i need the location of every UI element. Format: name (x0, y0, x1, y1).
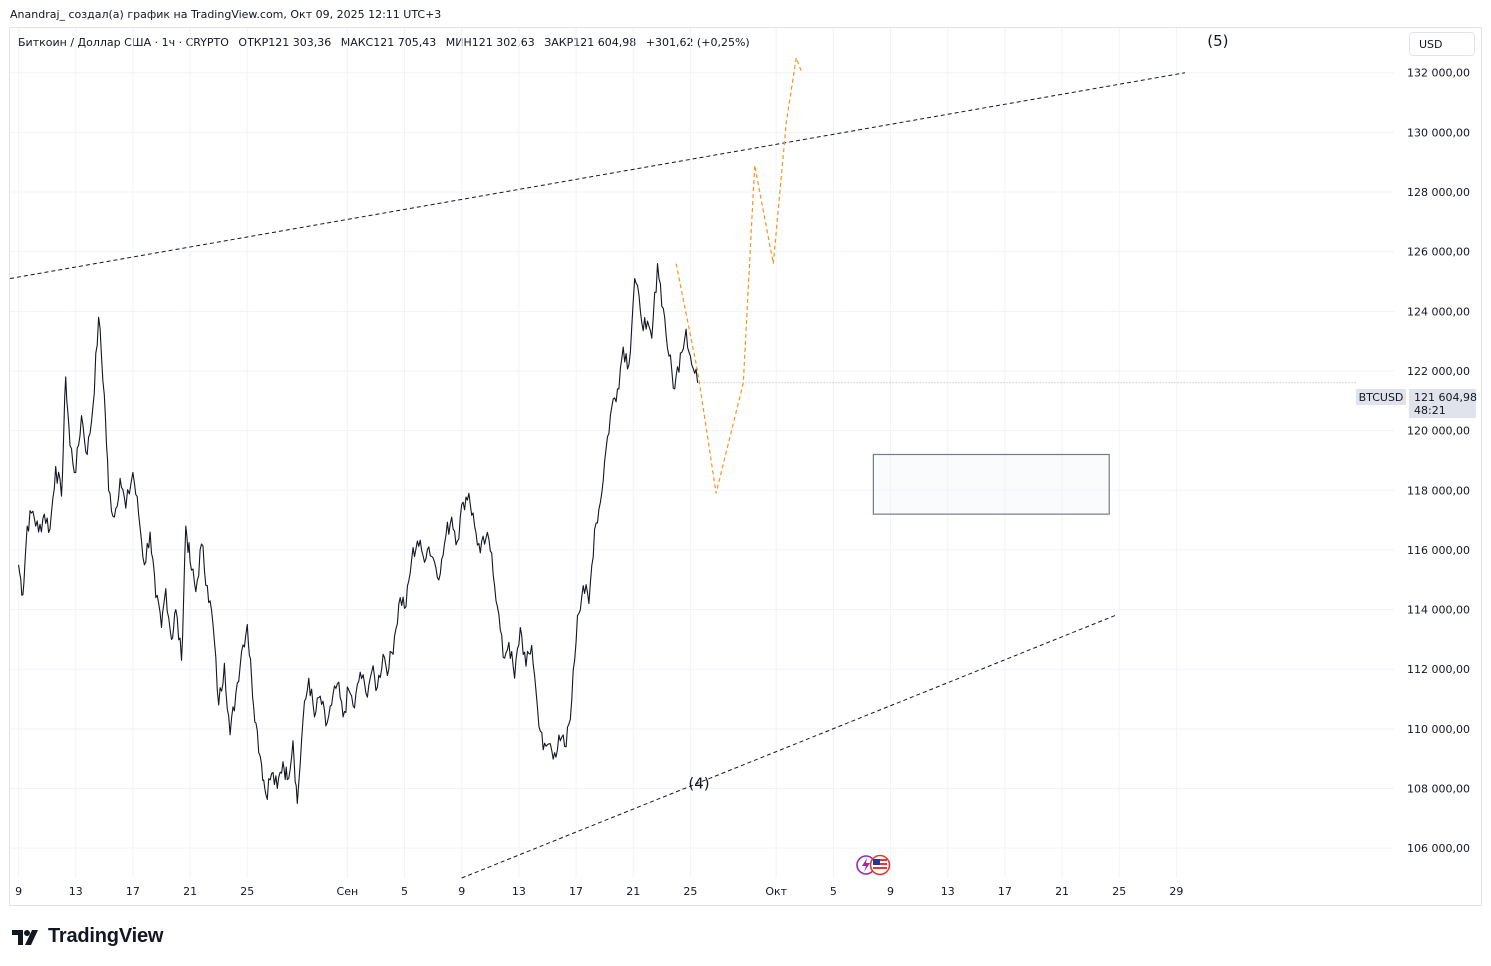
y-tick-label: 114 000,00 (1407, 604, 1470, 617)
btcusd-price-series[interactable] (18, 263, 699, 804)
y-tick-label: 128 000,00 (1407, 186, 1470, 199)
channel-upper-trendline[interactable] (9, 72, 1186, 280)
x-tick-label: 9 (15, 885, 22, 898)
x-tick-label: 25 (240, 885, 254, 898)
x-tick-label: 17 (126, 885, 140, 898)
price-tag: BTCUSD 121 604,98 48:21 (1356, 389, 1477, 418)
x-tick-label: 25 (683, 885, 697, 898)
price-axis[interactable]: 106 000,00 108 000,00 110 000,00 112 000,00… (1407, 67, 1470, 855)
channel-lower-trendline[interactable] (461, 615, 1116, 879)
price-tag-value: 121 604,98 (1414, 391, 1477, 404)
x-tick-label: 9 (458, 885, 465, 898)
price-tag-symbol-bg (1356, 389, 1406, 405)
y-tick-label: 122 000,00 (1407, 365, 1470, 378)
currency-button[interactable]: USD (1409, 32, 1475, 56)
x-tick-label: 17 (998, 885, 1012, 898)
x-tick-label: 13 (69, 885, 83, 898)
wave-label: (4) (688, 775, 709, 793)
y-tick-label: 130 000,00 (1407, 126, 1470, 139)
target-zone-box[interactable] (872, 453, 1110, 515)
y-tick-label: 132 000,00 (1407, 67, 1470, 80)
x-tick-label: 9 (887, 885, 894, 898)
x-tick-label: 5 (830, 885, 837, 898)
y-tick-label: 112 000,00 (1407, 663, 1470, 676)
price-tag-symbol: BTCUSD (1359, 391, 1404, 404)
x-tick-label: 13 (512, 885, 526, 898)
symbol-name[interactable]: Биткоин / Доллар США · 1ч · CRYPTO (18, 36, 229, 49)
x-tick-label: 13 (941, 885, 955, 898)
ohlc-close: ЗАКР121 604,98 (544, 36, 637, 49)
ohlc-high: МАКС121 705,43 (340, 36, 437, 49)
y-tick-label: 108 000,00 (1407, 783, 1470, 796)
symbol-info-line: Биткоин / Доллар США · 1ч · CRYPTO ОТКР1… (18, 36, 756, 49)
tradingview-logo-icon (12, 929, 38, 945)
wave-label: (5) (1207, 32, 1228, 50)
us-flag-event-icon[interactable] (869, 854, 891, 876)
y-tick-label: 126 000,00 (1407, 246, 1470, 259)
ohlc-change: +301,62 (+0,25%) (645, 36, 750, 49)
x-tick-label: 21 (183, 885, 197, 898)
x-tick-label: 25 (1112, 885, 1126, 898)
y-tick-label: 116 000,00 (1407, 544, 1470, 557)
x-tick-label: Окт (765, 885, 787, 898)
x-tick-label: 5 (401, 885, 408, 898)
y-tick-label: 118 000,00 (1407, 484, 1470, 497)
grid-lines (10, 28, 1394, 878)
wave-labels: (4) (5) (688, 32, 1228, 793)
x-tick-label: 21 (1055, 885, 1069, 898)
y-tick-label: 106 000,00 (1407, 842, 1470, 855)
chart-credit: Anandraj_ создал(а) график на TradingVie… (10, 8, 442, 21)
tradingview-brand-text: TradingView (48, 925, 164, 947)
time-axis[interactable]: 9 13 17 21 25 Сен 5 9 13 17 21 25 Окт 5 9 13 17 21 25 29 (15, 885, 1183, 898)
chart-frame (9, 27, 1482, 906)
price-tag-value-bg (1409, 389, 1476, 418)
y-tick-label: 120 000,00 (1407, 425, 1470, 438)
ohlc-open: ОТКР121 303,36 (238, 36, 332, 49)
x-tick-label: 17 (569, 885, 583, 898)
x-tick-label: 21 (626, 885, 640, 898)
ohlc-low: МИН121 302,63 (445, 36, 535, 49)
tradingview-logo[interactable]: TradingView (12, 925, 163, 948)
y-tick-label: 124 000,00 (1407, 305, 1470, 318)
projection-path[interactable] (675, 55, 803, 494)
event-icons[interactable] (856, 854, 891, 876)
x-tick-label: Сен (337, 885, 359, 898)
x-tick-label: 29 (1169, 885, 1183, 898)
price-tag-countdown: 48:21 (1414, 404, 1446, 417)
y-tick-label: 110 000,00 (1407, 723, 1470, 736)
